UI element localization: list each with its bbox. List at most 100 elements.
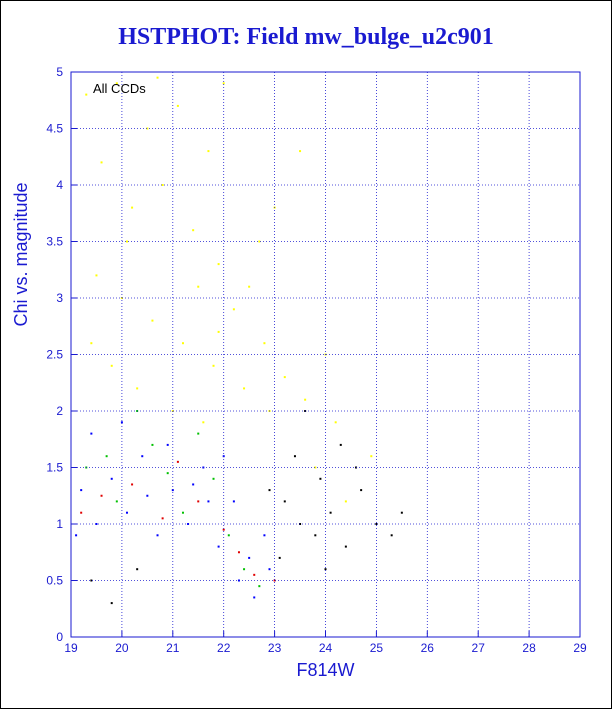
scatter-point — [273, 579, 276, 582]
scatter-point — [212, 364, 215, 367]
scatter-point — [314, 466, 317, 469]
x-axis-label: F814W — [296, 660, 354, 680]
scatter-point — [217, 330, 220, 333]
scatter-point — [299, 150, 302, 153]
scatter-point — [212, 477, 215, 480]
chart-annotation: All CCDs — [93, 81, 146, 96]
y-tick-label: 2.5 — [46, 348, 63, 362]
scatter-point — [192, 229, 195, 232]
scatter-point — [278, 556, 281, 559]
grid-lines — [70, 71, 581, 638]
scatter-point — [181, 511, 184, 514]
scatter-point — [227, 534, 230, 537]
scatter-point — [319, 477, 322, 480]
scatter-point — [268, 489, 271, 492]
scatter-point — [344, 545, 347, 548]
scatter-point — [217, 545, 220, 548]
scatter-point — [207, 150, 210, 153]
scatter-point — [75, 534, 78, 537]
scatter-point — [171, 489, 174, 492]
scatter-point — [360, 489, 363, 492]
scatter-point — [115, 82, 118, 85]
scatter-point — [115, 500, 118, 503]
scatter-point — [176, 460, 179, 463]
y-axis-label: Chi vs. magnitude — [11, 182, 31, 326]
scatter-points — [75, 76, 403, 605]
scatter-point — [237, 551, 240, 554]
scatter-point — [197, 500, 200, 503]
chart-title: HSTPHOT: Field mw_bulge_u2c901 — [118, 24, 494, 50]
y-tick-label: 1 — [56, 517, 63, 531]
scatter-point — [100, 494, 103, 497]
scatter-point — [156, 534, 159, 537]
scatter-point — [202, 421, 205, 424]
scatter-point — [268, 568, 271, 571]
x-tick-labels: 19 20 21 22 23 24 25 26 27 28 29 — [64, 631, 587, 655]
scatter-point — [243, 568, 246, 571]
scatter-point — [253, 573, 256, 576]
scatter-point — [400, 511, 403, 514]
x-tick-label: 22 — [217, 641, 231, 655]
scatter-point — [131, 483, 134, 486]
scatter-point — [283, 500, 286, 503]
scatter-point — [80, 489, 83, 492]
y-tick-label: 4 — [56, 178, 63, 192]
y-tick-label: 3.5 — [46, 235, 63, 249]
scatter-point — [299, 523, 302, 525]
scatter-point — [324, 568, 327, 571]
x-tick-label: 29 — [573, 641, 587, 655]
scatter-point — [100, 161, 103, 164]
scatter-point — [344, 500, 347, 503]
y-tick-label: 3 — [56, 291, 63, 305]
scatter-point — [110, 364, 113, 367]
scatter-point — [283, 376, 286, 379]
scatter-point — [232, 500, 235, 503]
scatter-point — [151, 443, 154, 446]
x-tick-label: 28 — [522, 641, 536, 655]
x-tick-label: 26 — [421, 641, 435, 655]
y-tick-label: 2 — [56, 404, 63, 418]
scatter-point — [166, 443, 169, 446]
scatter-point — [85, 93, 88, 96]
scatter-point — [151, 319, 154, 322]
y-tick-label: 1.5 — [46, 461, 63, 475]
scatter-point — [217, 263, 220, 266]
x-tick-label: 21 — [166, 641, 180, 655]
scatter-point — [243, 387, 246, 390]
x-tick-label: 25 — [370, 641, 384, 655]
scatter-point — [293, 455, 296, 458]
scatter-point — [125, 511, 128, 514]
scatter-point — [90, 579, 93, 582]
scatter-point — [258, 585, 261, 588]
scatter-point — [375, 523, 378, 525]
x-tick-label: 24 — [319, 641, 333, 655]
scatter-point — [207, 500, 210, 503]
y-tick-labels: 0 0.5 1 1.5 2 2.5 3 3.5 4 4.5 5 — [46, 65, 77, 644]
y-tick-label: 5 — [56, 65, 63, 79]
scatter-point — [197, 432, 200, 435]
scatter-point — [105, 455, 108, 458]
scatter-point — [141, 455, 144, 458]
scatter-point — [80, 511, 83, 514]
scatter-point — [110, 477, 113, 480]
scatter-point — [232, 308, 235, 311]
scatter-point — [253, 596, 256, 599]
scatter-point — [181, 342, 184, 345]
scatter-point — [166, 472, 169, 475]
scatter-point — [192, 483, 195, 486]
scatter-point — [248, 556, 251, 559]
scatter-point — [156, 76, 159, 79]
scatter-point — [329, 511, 332, 514]
scatter-point — [136, 568, 139, 571]
x-tick-label: 23 — [268, 641, 282, 655]
scatter-point — [237, 579, 240, 582]
scatter-point — [136, 387, 139, 390]
scatter-point — [146, 494, 149, 497]
scatter-point — [95, 523, 98, 525]
scatter-point — [314, 534, 317, 537]
scatter-point — [304, 398, 307, 401]
scatter-point — [161, 517, 164, 520]
scatter-point — [263, 534, 266, 537]
scatter-point — [161, 184, 164, 186]
